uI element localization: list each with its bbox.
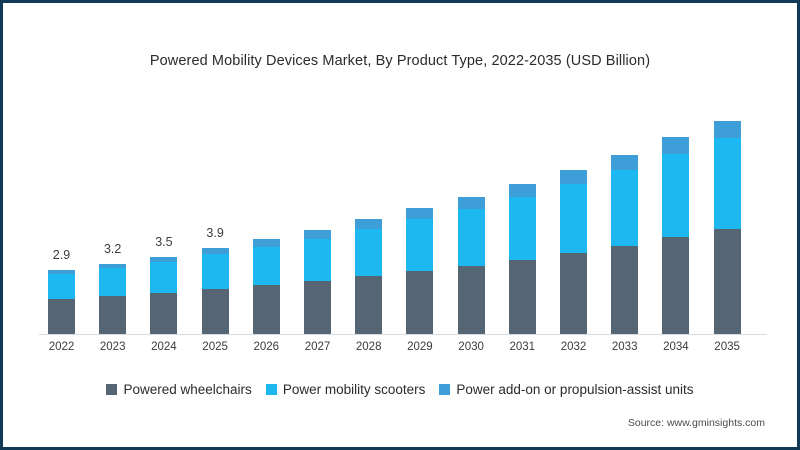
bar-segment-power-mobility-scooters [48, 274, 75, 299]
bar-segment-powered-wheelchairs [99, 296, 127, 335]
bar-segment-power-mobility-scooters [355, 229, 383, 276]
bar-segment-powered-wheelchairs [611, 245, 639, 335]
x-axis-tick-2029: 2029 [407, 341, 433, 353]
bar-segment-powered-wheelchairs [304, 280, 331, 335]
x-axis-tick-2027: 2027 [304, 341, 331, 353]
bar-stack-2028[interactable] [355, 219, 383, 335]
bar-stack-2025[interactable] [201, 248, 229, 335]
bar-stack-2022[interactable] [48, 270, 75, 335]
bar-stack-2032[interactable] [560, 170, 587, 335]
bar-segment-power-add-on-units [611, 154, 639, 170]
bar-segment-powered-wheelchairs [560, 253, 587, 335]
bar-segment-power-mobility-scooters [252, 246, 280, 285]
bar-segment-power-mobility-scooters [304, 238, 331, 281]
x-axis-tick-2025: 2025 [202, 341, 228, 353]
bar-segment-power-mobility-scooters [713, 137, 741, 230]
legend-label-1: Power mobility scooters [282, 382, 426, 397]
bar-segment-power-add-on-units [406, 208, 434, 220]
bar-segment-powered-wheelchairs [457, 265, 485, 335]
legend-swatch-power-add-on-units [439, 384, 451, 395]
bar-segment-powered-wheelchairs [48, 298, 75, 335]
source-attribution: Source: www.gminsights.com [627, 417, 765, 429]
bar-segment-power-mobility-scooters [457, 209, 485, 266]
bar-segment-powered-wheelchairs [150, 292, 178, 335]
bar-segment-power-add-on-units [150, 257, 178, 262]
bar-segment-power-add-on-units [457, 196, 485, 209]
bar-segment-powered-wheelchairs [508, 259, 536, 335]
legend-item-1[interactable]: Power mobility scooters [265, 382, 426, 397]
bar-stack-2033[interactable] [611, 154, 639, 335]
legend-item-2[interactable]: Power add-on or propulsion-assist units [439, 382, 694, 397]
x-axis-tick-2035: 2035 [714, 341, 740, 353]
bar-segment-power-add-on-units [713, 121, 741, 138]
bar-segment-power-add-on-units [662, 136, 690, 154]
legend-label-0: Powered wheelchairs [123, 382, 252, 397]
chart-legend: Powered wheelchairs Power mobility scoote… [3, 382, 797, 397]
legend-swatch-powered-wheelchairs [106, 384, 118, 395]
bar-value-label-2022: 2.9 [52, 248, 71, 263]
bar-segment-power-mobility-scooters [560, 184, 587, 254]
bar-stack-2030[interactable] [457, 196, 485, 335]
bar-stack-2035[interactable] [713, 121, 741, 335]
bar-stack-2024[interactable] [150, 257, 178, 335]
bar-segment-power-add-on-units [99, 263, 127, 268]
bar-stack-2034[interactable] [662, 136, 690, 335]
bar-value-label-2024: 3.5 [155, 235, 173, 250]
x-axis-tick-2034: 2034 [663, 341, 689, 353]
bar-stack-2031[interactable] [508, 183, 536, 335]
bar-segment-power-add-on-units [355, 219, 383, 230]
bar-segment-power-mobility-scooters [508, 197, 536, 260]
bar-segment-powered-wheelchairs [355, 276, 383, 335]
x-axis-tick-2023: 2023 [99, 341, 126, 353]
bar-segment-powered-wheelchairs [406, 270, 434, 335]
bar-value-label-2023: 3.2 [103, 241, 122, 256]
x-axis-tick-2026: 2026 [253, 341, 280, 353]
bar-stack-2023[interactable] [99, 263, 127, 335]
plot-area: 2.9 3.2 3.5 3.9 [39, 99, 767, 335]
bar-segment-power-add-on-units [304, 230, 331, 239]
legend-swatch-power-mobility-scooters [265, 384, 277, 395]
chart-title: Powered Mobility Devices Market, By Prod… [149, 53, 651, 69]
bar-segment-power-mobility-scooters [406, 219, 434, 271]
bar-value-label-2025: 3.9 [206, 226, 224, 241]
bar-segment-power-add-on-units [508, 183, 536, 198]
bar-segment-power-add-on-units [201, 248, 229, 255]
x-axis-tick-2031: 2031 [509, 341, 536, 353]
bar-stack-2027[interactable] [304, 230, 331, 335]
bar-segment-powered-wheelchairs [201, 288, 229, 335]
bar-segment-power-mobility-scooters [150, 261, 178, 293]
x-axis-tick-2028: 2028 [355, 341, 382, 353]
x-axis-tick-2024: 2024 [151, 341, 177, 353]
x-axis-line [39, 334, 767, 335]
legend-item-0[interactable]: Powered wheelchairs [106, 382, 252, 397]
bar-segment-powered-wheelchairs [713, 229, 741, 335]
bar-segment-power-mobility-scooters [662, 153, 690, 238]
bar-segment-power-mobility-scooters [201, 254, 229, 289]
bar-segment-power-add-on-units [48, 270, 75, 275]
x-axis-tick-2032: 2032 [560, 341, 587, 353]
bar-segment-power-mobility-scooters [99, 268, 127, 297]
bar-segment-power-mobility-scooters [611, 169, 639, 246]
legend-label-2: Power add-on or propulsion-assist units [456, 382, 694, 397]
bar-segment-powered-wheelchairs [662, 237, 690, 335]
bar-stack-2029[interactable] [406, 208, 434, 335]
bar-segment-powered-wheelchairs [252, 284, 280, 335]
x-axis-tick-2030: 2030 [458, 341, 484, 353]
bar-segment-power-add-on-units [252, 239, 280, 247]
x-axis-tick-2033: 2033 [611, 341, 638, 353]
x-axis-tick-2022: 2022 [48, 341, 75, 353]
bar-stack-2026[interactable] [252, 239, 280, 335]
bar-segment-power-add-on-units [560, 170, 587, 185]
